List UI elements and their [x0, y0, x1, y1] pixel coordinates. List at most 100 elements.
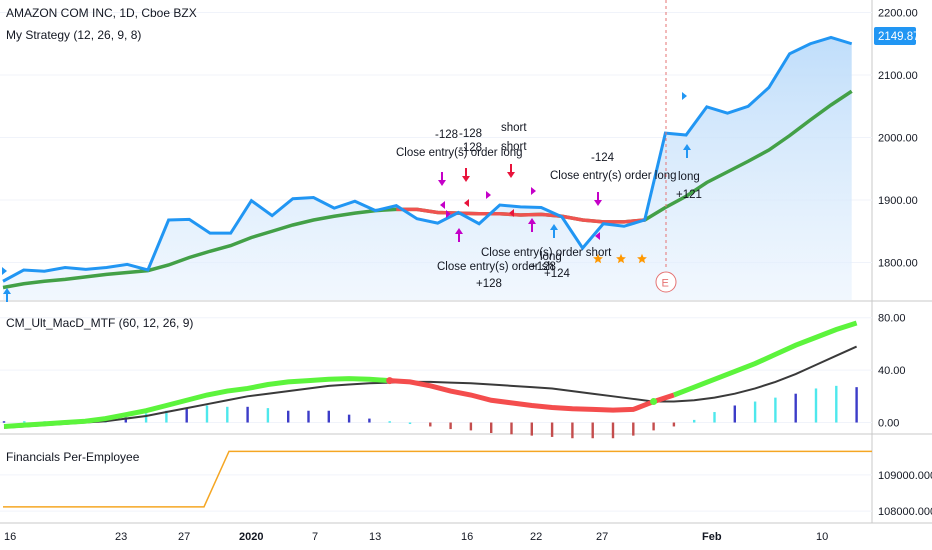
annotation-text: Close entry(s) order long	[550, 170, 677, 182]
price-area-fill	[3, 37, 852, 300]
histogram-bar	[774, 397, 777, 423]
close-arrow-head	[528, 218, 536, 224]
y-tick-label: 40.00	[878, 365, 906, 377]
earnings-marker[interactable]: E	[655, 0, 677, 293]
macd-legend[interactable]: CM_Ult_MacD_MTF (60, 12, 26, 9)	[6, 316, 193, 330]
annotation-text: +128	[530, 261, 556, 273]
histogram-bar	[165, 410, 168, 423]
buy-arrow-head	[683, 144, 691, 150]
star-icon	[637, 253, 647, 264]
signal-triangle	[531, 187, 536, 195]
histogram-bar	[733, 405, 736, 423]
x-tick-label: 22	[530, 531, 542, 543]
y-tick-label: 0.00	[878, 418, 899, 430]
histogram-bar	[530, 422, 533, 436]
histogram-bar	[144, 413, 148, 423]
financials-legend[interactable]: Financials Per-Employee	[6, 450, 140, 464]
sell-arrow-head	[507, 172, 515, 178]
histogram-bar	[347, 414, 351, 423]
annotation-text: -128	[435, 129, 458, 141]
x-tick-label: 13	[369, 531, 381, 543]
histogram-bar	[429, 422, 432, 427]
y-tick-label: 2000.00	[878, 133, 918, 145]
x-tick-label: 7	[312, 531, 318, 543]
signal-triangle	[440, 201, 445, 209]
histogram-bar	[368, 418, 371, 423]
macd-histogram	[2, 385, 858, 439]
histogram-bar	[287, 410, 290, 423]
time-axis[interactable]: 16 23 27 2020 7 13 16 22 27 Feb 10	[4, 531, 828, 543]
histogram-bar	[814, 388, 818, 423]
x-tick-label: 16	[461, 531, 473, 543]
star-icon	[616, 253, 626, 264]
histogram-bar	[794, 393, 797, 423]
signal-triangle	[486, 191, 491, 199]
signal-triangle	[509, 209, 514, 217]
annotation-text: +121	[676, 189, 702, 201]
macd-pane[interactable]	[2, 320, 858, 439]
signal-triangle	[595, 232, 600, 240]
x-tick-label: 10	[816, 531, 828, 543]
histogram-bar	[469, 422, 473, 431]
x-tick-label: 2020	[239, 531, 263, 543]
histogram-bar	[246, 406, 249, 423]
macd-line	[3, 320, 858, 429]
cross-dot	[386, 377, 394, 385]
histogram-bar	[185, 408, 188, 423]
x-tick-label: 27	[596, 531, 608, 543]
annotation-text: -128	[459, 128, 482, 140]
x-tick-label: 16	[4, 531, 16, 543]
x-tick-label: 27	[178, 531, 190, 543]
price-line	[2, 35, 853, 283]
y-tick-label: 108000.000	[878, 506, 932, 518]
histogram-bar	[632, 422, 635, 436]
x-tick-label: Feb	[702, 531, 722, 543]
annotation-text: short	[501, 141, 527, 153]
histogram-bar	[449, 422, 452, 430]
histogram-bar	[205, 405, 209, 423]
histogram-bar	[23, 421, 26, 423]
histogram-bar	[652, 422, 655, 431]
strategy-legend[interactable]: My Strategy (12, 26, 9, 8)	[6, 28, 141, 42]
histogram-bar	[408, 422, 412, 425]
histogram-bar	[672, 422, 676, 427]
financials-line	[3, 450, 872, 508]
last-price-value: 2149.87	[878, 31, 920, 43]
signal-triangle	[464, 199, 469, 207]
financials-pane[interactable]	[3, 450, 872, 508]
strategy-markers	[2, 92, 691, 302]
signal-triangle	[682, 92, 687, 100]
histogram-bar	[226, 406, 229, 423]
moving-average-red-line	[396, 207, 645, 224]
signal-triangle	[446, 210, 451, 218]
annotation-text: short	[501, 122, 527, 134]
star-icon	[593, 253, 603, 264]
histogram-bar	[266, 408, 270, 423]
y-tick-label: 109000.000	[878, 470, 932, 482]
macd-signal-line	[3, 345, 858, 429]
histogram-bar	[490, 422, 493, 433]
y-tick-label: 2100.00	[878, 70, 918, 82]
annotation-text: Close entry(s) order sh	[437, 261, 554, 273]
histogram-bar	[124, 417, 127, 423]
y-tick-label: 2200.00	[878, 8, 918, 20]
histogram-bar	[693, 419, 696, 423]
y-tick-label: 1900.00	[878, 195, 918, 207]
symbol-title[interactable]: AMAZON COM INC, 1D, Cboe BZX	[6, 6, 197, 20]
close-arrow-head	[455, 228, 463, 234]
annotation-text: +124	[544, 268, 571, 280]
histogram-bar	[550, 422, 554, 437]
macd-segment	[3, 376, 390, 429]
annotation-text: long	[540, 251, 562, 263]
histogram-bar	[855, 387, 858, 423]
annotation-text: +128	[476, 278, 502, 290]
signal-triangle	[2, 267, 7, 275]
price-axis[interactable]: 2200.00 2100.00 2000.00 1900.00 1800.00 80.00…	[878, 8, 932, 519]
earnings-label: E	[662, 278, 669, 290]
annotation-text: -124	[591, 152, 615, 164]
last-price-badge: 2149.87	[874, 27, 920, 45]
